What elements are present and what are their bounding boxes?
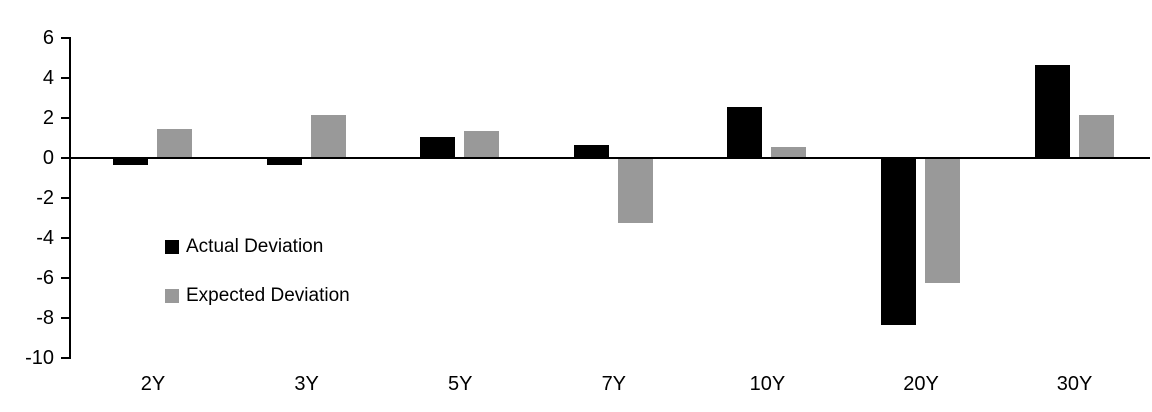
x-axis-baseline bbox=[69, 157, 1150, 159]
bar-actual-deviation-10y bbox=[727, 107, 763, 157]
y-tick-mark--10 bbox=[61, 357, 69, 359]
x-tick-label-10y: 10Y bbox=[749, 373, 786, 395]
y-tick-mark-6 bbox=[61, 37, 69, 39]
legend-item-actual-deviation: Actual Deviation bbox=[165, 236, 350, 258]
bar-actual-deviation-7y bbox=[573, 145, 609, 157]
x-tick-label-3y: 3Y bbox=[294, 373, 319, 395]
y-tick-mark--4 bbox=[61, 237, 69, 239]
y-tick-label-2: 2 bbox=[42, 107, 54, 129]
y-axis-line bbox=[69, 37, 71, 359]
y-tick-label--2: -2 bbox=[36, 187, 54, 209]
legend-label-actual-deviation: Actual Deviation bbox=[186, 236, 324, 257]
y-tick-label--6: -6 bbox=[36, 267, 54, 289]
legend-swatch-expected-deviation bbox=[165, 289, 179, 303]
y-tick-mark--2 bbox=[61, 197, 69, 199]
bar-expected-deviation-10y bbox=[771, 147, 807, 157]
y-tick-label--10: -10 bbox=[25, 347, 54, 369]
bar-expected-deviation-5y bbox=[464, 131, 500, 157]
x-tick-label-7y: 7Y bbox=[601, 373, 627, 395]
y-tick-label--4: -4 bbox=[36, 227, 54, 249]
legend: Actual Deviation Expected Deviation bbox=[165, 236, 350, 334]
bar-expected-deviation-30y bbox=[1078, 115, 1114, 157]
bar-expected-deviation-3y bbox=[310, 115, 346, 157]
y-tick-label-6: 6 bbox=[42, 27, 54, 49]
bar-actual-deviation-20y bbox=[881, 159, 916, 325]
bar-actual-deviation-30y bbox=[1034, 65, 1070, 157]
legend-swatch-actual-deviation bbox=[165, 240, 179, 254]
x-tick-label-2y: 2Y bbox=[140, 373, 166, 395]
legend-label-expected-deviation: Expected Deviation bbox=[186, 285, 350, 306]
bar-expected-deviation-7y bbox=[617, 159, 653, 223]
x-tick-label-20y: 20Y bbox=[903, 373, 939, 395]
y-tick-label-0: 0 bbox=[42, 147, 54, 169]
y-tick-label-4: 4 bbox=[42, 67, 54, 89]
x-tick-label-5y: 5Y bbox=[447, 373, 473, 395]
x-tick-label-30y: 30Y bbox=[1056, 373, 1093, 395]
bar-expected-deviation-2y bbox=[157, 129, 192, 157]
bar-expected-deviation-20y bbox=[925, 159, 960, 283]
bar-actual-deviation-3y bbox=[266, 159, 302, 165]
y-tick-mark--6 bbox=[61, 277, 69, 279]
y-tick-mark-4 bbox=[61, 77, 69, 79]
y-tick-mark--8 bbox=[61, 317, 69, 319]
bar-actual-deviation-2y bbox=[113, 159, 148, 165]
y-tick-mark-2 bbox=[61, 117, 69, 119]
legend-item-expected-deviation: Expected Deviation bbox=[165, 285, 350, 307]
bar-actual-deviation-5y bbox=[420, 137, 456, 157]
y-tick-label--8: -8 bbox=[36, 307, 54, 329]
y-tick-mark-0 bbox=[61, 157, 69, 159]
